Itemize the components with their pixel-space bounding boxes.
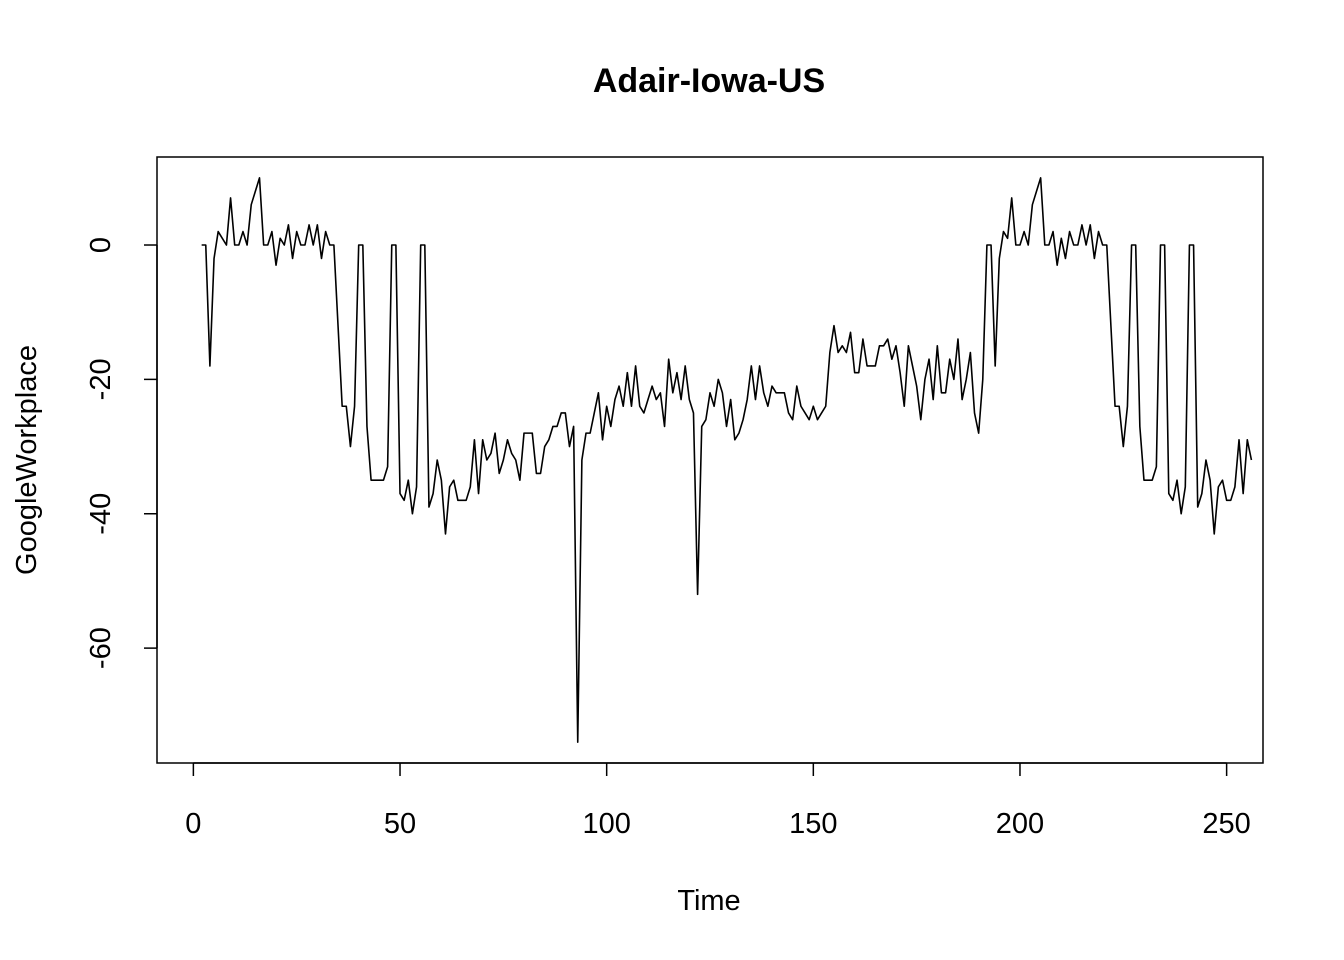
x-tick-label: 100 bbox=[582, 808, 630, 840]
y-tick-label: -60 bbox=[85, 627, 117, 669]
series-line bbox=[201, 177, 1253, 743]
x-tick-label: 200 bbox=[996, 808, 1044, 840]
x-tick-label: 0 bbox=[185, 808, 201, 840]
x-tick-label: 50 bbox=[384, 808, 416, 840]
y-tick-label: -40 bbox=[85, 493, 117, 535]
x-axis-label: Time bbox=[677, 885, 740, 917]
x-axis: 0 50 100 150 200 250 bbox=[185, 762, 1251, 840]
x-tick-label: 250 bbox=[1202, 808, 1250, 840]
y-axis: 0 -20 -40 -60 bbox=[85, 237, 158, 669]
y-tick-label: -20 bbox=[85, 358, 117, 400]
y-tick-label: 0 bbox=[85, 237, 117, 253]
x-tick-label: 150 bbox=[789, 808, 837, 840]
chart-title: Adair-Iowa-US bbox=[593, 62, 825, 100]
y-axis-label: GoogleWorkplace bbox=[11, 345, 43, 575]
